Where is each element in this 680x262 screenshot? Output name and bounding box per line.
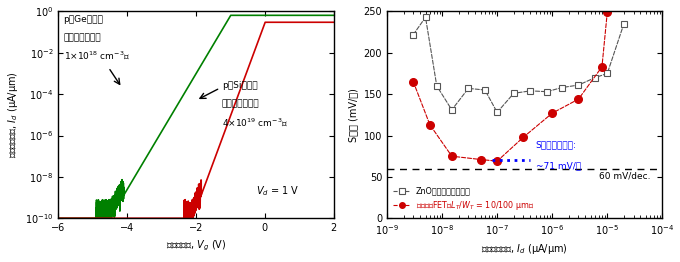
Y-axis label: S係数 (mV/桁): S係数 (mV/桁) <box>348 88 358 142</box>
Text: S係数の最小値:: S係数の最小値: <box>536 141 577 150</box>
Text: （不純物濃度：: （不純物濃度： <box>222 100 260 109</box>
Text: p型Siソース: p型Siソース <box>222 81 258 90</box>
Text: $V_d$ = 1 V: $V_d$ = 1 V <box>256 184 299 198</box>
Legend: ZnO薄膜トランジスタ, トンネルFET（$L_T$/$W_T$ = 10/100 μm）: ZnO薄膜トランジスタ, トンネルFET（$L_T$/$W_T$ = 10/10… <box>391 184 537 214</box>
Text: （不純物濃度：: （不純物濃度： <box>64 33 101 42</box>
Text: p型Geソース: p型Geソース <box>64 15 103 24</box>
Text: 1×10$^{18}$ cm$^{-3}$）: 1×10$^{18}$ cm$^{-3}$） <box>64 49 130 61</box>
Y-axis label: ドレイン電流, $I_d$ (μA/μm): ドレイン電流, $I_d$ (μA/μm) <box>5 72 20 158</box>
Text: 4×10$^{19}$ cm$^{-3}$）: 4×10$^{19}$ cm$^{-3}$） <box>222 116 288 128</box>
X-axis label: ゲート電圧, $V_g$ (V): ゲート電圧, $V_g$ (V) <box>166 239 226 253</box>
Text: ~71 mV/桁: ~71 mV/桁 <box>536 161 581 170</box>
Text: 60 mV/dec.: 60 mV/dec. <box>598 171 650 180</box>
X-axis label: ドレイン電流, $I_d$ (μA/μm): ドレイン電流, $I_d$ (μA/μm) <box>481 242 568 256</box>
